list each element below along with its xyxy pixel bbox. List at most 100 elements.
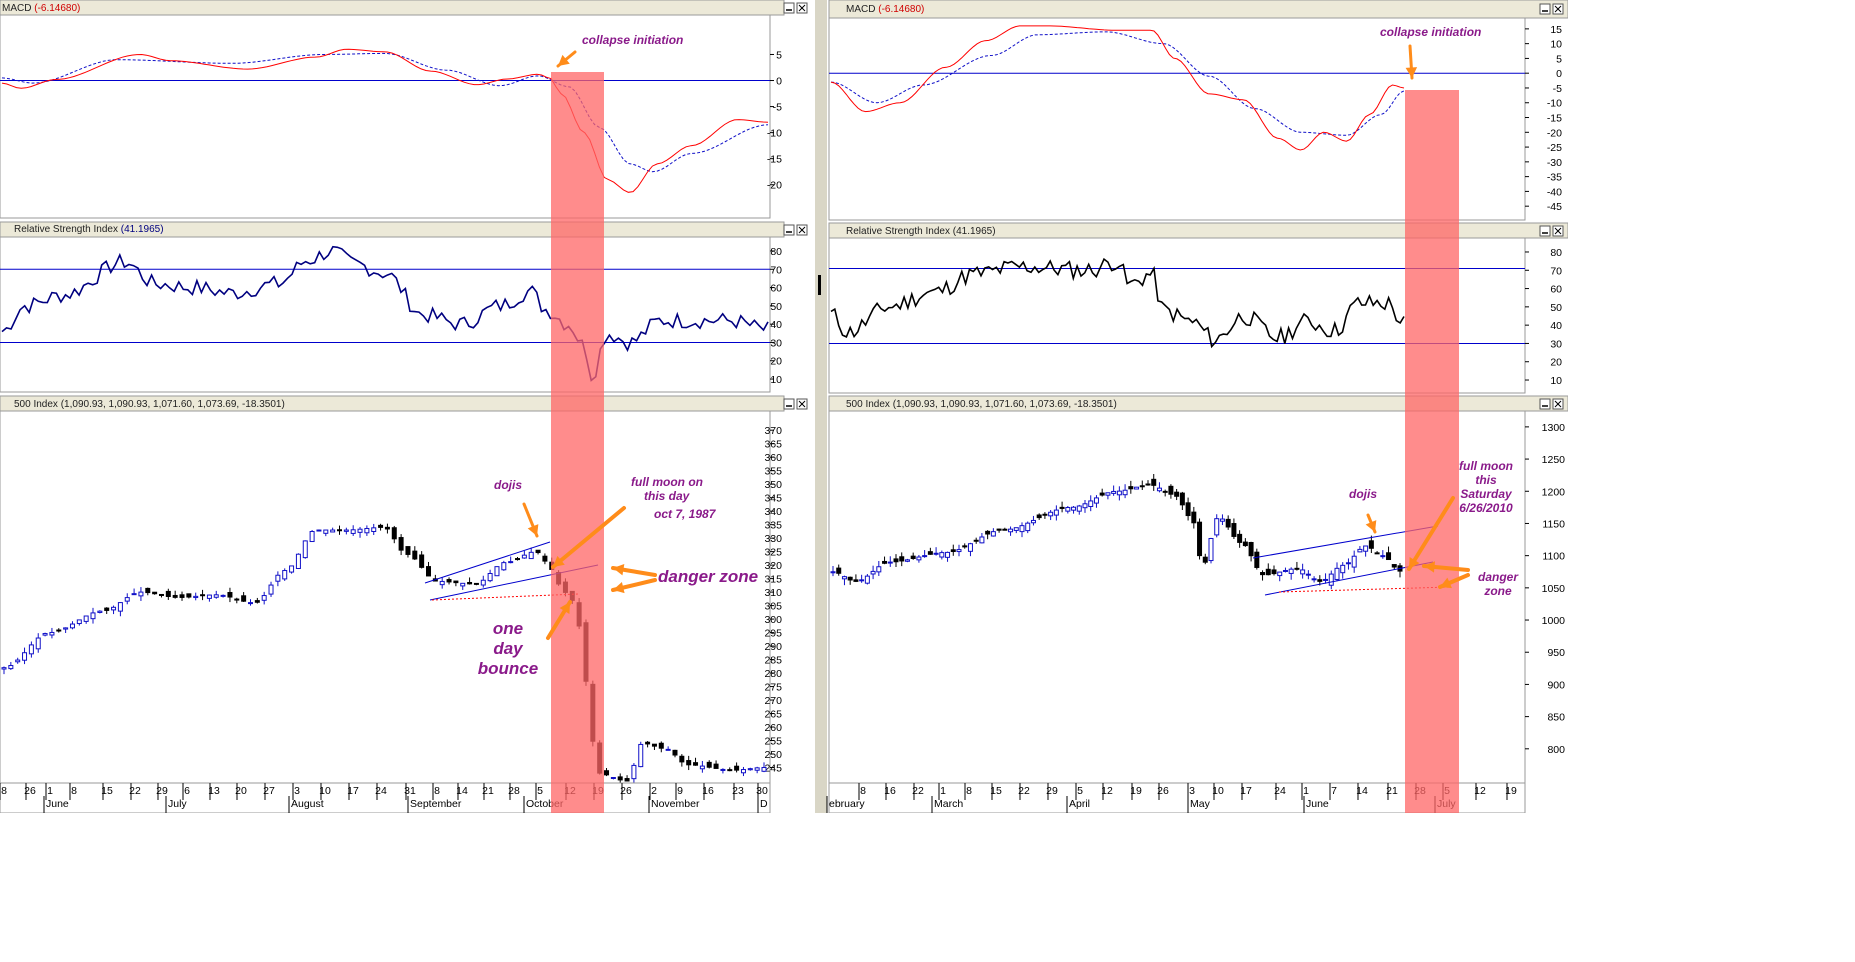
left-danger-arrow-lower-head [613,581,625,594]
candle-up [83,615,89,622]
y-tick-label: -5 [1553,83,1562,95]
y-tick-label: -15 [1547,113,1562,125]
candle-up [1134,486,1140,490]
candle-up [49,631,55,636]
right-macd-value: (-6.14680) [878,4,924,15]
left-fullmoon-arrow [551,506,626,569]
candle-down [1191,511,1197,524]
left-collapse-arrow-head [558,54,570,66]
candle-down [241,595,247,602]
y-tick-label: 10 [770,374,782,386]
y-tick-label: -20 [1547,127,1562,139]
candle-up [330,529,336,533]
candle-up [887,561,893,564]
candle-down [419,554,425,568]
right-dojis-arrow-head [1365,520,1377,532]
candle-up [1345,562,1351,565]
right-fullmoon-label: 6/26/2010 [1459,501,1513,515]
y-tick-label: 1150 [1542,518,1565,530]
candle-down [1368,540,1374,549]
y-tick-label: 1200 [1542,486,1566,498]
svg-text:500 Index (1,090.93, 1,090.93,: 500 Index (1,090.93, 1,090.93, 1,071.60,… [846,399,1117,410]
candle-down [336,529,342,532]
candle-down [734,765,740,771]
right-rsi-minimize-button[interactable] [1539,225,1551,237]
candle-down [985,530,991,535]
left-macd-minimize-button[interactable] [783,2,795,14]
candle-up [1076,505,1082,512]
candle-down [882,560,888,564]
candle-up [1328,573,1334,586]
candle-down [1036,514,1042,519]
left-rsi-minimize-button[interactable] [783,224,795,236]
candle-up [28,644,34,655]
candle-up [295,553,301,569]
svg-text:Relative Strength Index (41.19: Relative Strength Index (41.1965) [846,226,996,237]
left-rsi-title: Relative Strength Index [14,224,118,235]
candle-up [111,606,117,611]
candle-up [193,595,199,599]
y-tick-label: 10 [1550,39,1562,51]
x-day-label: 17 [347,785,359,797]
y-tick-label: 250 [764,749,782,761]
candle-up [864,575,870,584]
candle-up [206,594,212,599]
candle-up [42,633,48,636]
svg-text:MACD (-6.14680): MACD (-6.14680) [2,3,80,14]
candle-up [990,531,996,537]
y-tick-label: 1000 [1542,615,1566,627]
candle-up [754,767,760,771]
y-tick-label: 340 [764,506,782,518]
left-fullmoon-label: full moon on [631,475,703,489]
x-day-label: 28 [508,785,520,797]
left-bounce-label: day [493,639,524,658]
left-rsi-close-button[interactable] [796,224,808,236]
x-day-label: 24 [375,785,387,797]
candle-up [1300,569,1306,575]
candle-down [617,776,623,781]
right-price-minimize-button[interactable] [1539,398,1551,410]
y-tick-label: 0 [776,76,782,88]
x-day-label: 8 [966,785,972,797]
x-day-label: 31 [404,785,416,797]
y-tick-label: 50 [1550,302,1562,314]
chart-divider[interactable] [815,0,827,813]
candle-up [8,665,14,670]
x-day-label: 19 [1130,785,1142,797]
candle-down [446,579,452,583]
candle-down [179,594,185,598]
right-danger-label: zone [1483,584,1512,598]
right-collapse-label: collapse initiation [1380,25,1481,39]
candle-down [152,591,158,595]
chart-canvas: MACD (-6.14680) 50-5-10-15-20 Relative S… [0,0,1568,813]
candle-up [1288,568,1294,574]
y-tick-label: 80 [1550,247,1562,259]
right-rsi-close-button[interactable] [1552,225,1564,237]
y-tick-label: 310 [764,587,782,599]
candle-down [515,558,521,561]
candle-up [460,582,466,587]
left-price-minimize-button[interactable] [783,398,795,410]
left-rsi-panel: Relative Strength Index (41.1965) 80 70 60… [0,221,808,393]
candle-up [268,584,274,595]
right-macd-close-button[interactable] [1552,3,1564,15]
right-macd-minimize-button[interactable] [1539,3,1551,15]
y-tick-label: 80 [770,246,782,258]
left-macd-close-button[interactable] [796,2,808,14]
right-price-close-button[interactable] [1552,398,1564,410]
macd-signal-line [830,31,1405,136]
candle-down [679,755,685,763]
candle-up [761,767,767,772]
rsi-line [1,245,769,382]
y-tick-label: 360 [764,452,782,464]
right-danger-arrow-upper-head [1424,561,1436,573]
candle-down [950,549,956,553]
candle-down [1248,542,1254,557]
y-tick-label: 290 [764,641,782,653]
candle-down [706,761,712,768]
candle-up [261,595,267,601]
candle-down [104,607,110,611]
left-price-close-button[interactable] [796,398,808,410]
candle-up [956,549,962,553]
candle-down [467,581,473,585]
